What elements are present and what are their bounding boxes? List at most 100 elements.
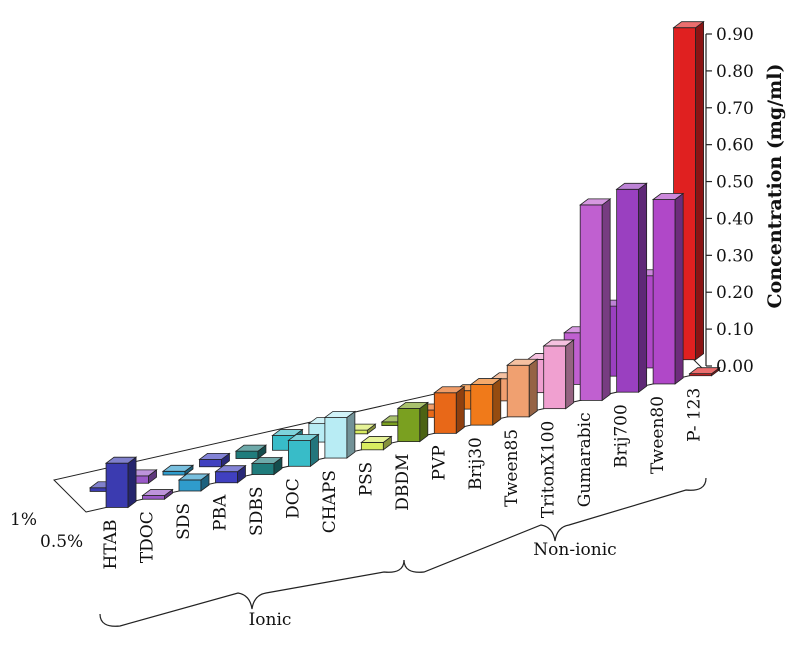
bar-top-face	[234, 444, 268, 452]
bar-front-face	[616, 188, 640, 393]
group-braces: Ionic Non-ionic	[99, 477, 707, 630]
bar-front-face	[433, 392, 457, 434]
category-label: TritonX100	[539, 421, 559, 518]
y-tick-label: 0.70	[716, 99, 754, 119]
bar-top-face	[104, 456, 138, 464]
y-tick-label: 0.80	[716, 62, 754, 82]
bar-side-face	[638, 182, 648, 393]
category-label: SDBS	[247, 487, 267, 536]
bar-CHAPS-0.5%	[323, 410, 357, 459]
bar-top-face	[141, 489, 174, 496]
category-label: P- 123	[685, 388, 705, 442]
group-label-ionic: Ionic	[249, 610, 292, 630]
bar-top-face	[469, 378, 502, 385]
category-label: Brij30	[466, 437, 486, 490]
y-tick-label: 0.90	[716, 25, 754, 45]
bar-front-face	[178, 479, 202, 492]
bar-TritonX100-0.5%	[542, 339, 575, 410]
bar-front-face	[470, 384, 494, 426]
category-label: HTAB	[101, 519, 121, 569]
category-label: TDOC	[138, 511, 158, 563]
y-axis: 0.00 0.10 0.20 0.30 0.40 0.50 0.60 0.70 0.80 0.90	[705, 25, 754, 377]
y-tick-label: 0.30	[716, 246, 754, 266]
bar-top-face	[396, 401, 430, 409]
bar-front-face	[288, 440, 311, 467]
bar-top-face	[323, 411, 357, 418]
category-label: Brij700	[612, 404, 632, 468]
bar-Tween85-0.5%	[506, 358, 539, 418]
bar-DBDM-0.5%	[396, 401, 430, 443]
bar-PVP-0.5%	[433, 385, 466, 435]
y-tick-label: 0.40	[716, 209, 754, 229]
bar-top-face	[433, 386, 466, 394]
y-tick-label: 0.10	[716, 320, 754, 340]
bar-front-face	[251, 463, 275, 475]
bar-side-face	[127, 456, 137, 509]
bar-front-face	[142, 495, 165, 500]
bar-top-face	[161, 464, 195, 472]
bar-top-face	[177, 473, 211, 481]
bar-Gumarabic-0.5%	[578, 198, 612, 402]
bar-top-face	[651, 193, 685, 200]
bar-front-face	[162, 470, 186, 476]
category-label: SDS	[174, 503, 194, 540]
category-label: Gumarabic	[575, 412, 595, 507]
bar-front-face	[397, 407, 421, 442]
brace-non-ionic	[403, 477, 707, 573]
depth-label-0.5pct: 0.5%	[40, 532, 83, 552]
bar-top-face	[198, 452, 231, 460]
bar-top-face	[506, 358, 539, 366]
bar-SDBS-0.5%	[250, 456, 284, 476]
bar-top-face	[250, 457, 284, 464]
bar-side-face	[695, 20, 704, 361]
bar-top-face	[287, 434, 320, 441]
bar-top-face	[214, 465, 247, 473]
bar-front-face	[652, 199, 676, 385]
bar-side-face	[601, 198, 611, 402]
bar-top-face	[360, 436, 393, 443]
group-label-non-ionic: Non-ionic	[533, 540, 616, 560]
bar-side-face	[419, 401, 429, 443]
bar-front-face	[506, 364, 530, 418]
bar-side-face	[565, 339, 575, 410]
brace-ionic	[99, 559, 405, 627]
bar-side-face	[346, 410, 356, 459]
bar-front-face	[579, 204, 603, 401]
bar-front-face	[235, 450, 259, 459]
bar-top-face	[672, 21, 705, 29]
bar-PSS-0.5%	[360, 435, 393, 451]
y-axis-title: Concentration (mg/ml)	[764, 64, 786, 309]
bar-front-face	[360, 442, 384, 451]
category-label: DBDM	[393, 454, 413, 511]
bar-side-face	[528, 358, 538, 418]
bar-side-face	[674, 192, 684, 385]
bar-top-face	[578, 198, 612, 206]
bar-front-face	[215, 471, 238, 484]
category-label: CHAPS	[320, 470, 340, 533]
bar-side-face	[455, 385, 465, 435]
y-tick-label: 0.50	[716, 173, 754, 193]
category-label: PSS	[356, 462, 376, 496]
chart-bars	[88, 20, 721, 509]
bar-SDBS-1%	[234, 444, 268, 460]
bar-top-face	[688, 367, 721, 375]
bar-side-face	[492, 377, 502, 426]
bar-top-face	[615, 182, 648, 190]
bar-front-face	[105, 462, 129, 508]
bar-PBA-1%	[198, 452, 231, 468]
category-label: Tween85	[502, 429, 522, 507]
bar-HTAB-0.5%	[104, 456, 138, 509]
bar-PBA-0.5%	[214, 464, 247, 484]
y-tick-label: 0.60	[716, 136, 754, 156]
bar-Tween80-0.5%	[651, 192, 685, 385]
bar-front-face	[324, 417, 348, 459]
bar-front-face	[543, 345, 567, 410]
category-labels: HTAB TDOC SDS PBA SDBS DOC CHAPS PSS DBDM PVP Brij…	[10, 388, 705, 570]
depth-label-1pct: 1%	[10, 510, 37, 530]
bar-P- 123-0.5%	[688, 366, 721, 377]
y-tick-label: 0.00	[716, 357, 754, 377]
y-tick-label: 0.20	[716, 283, 754, 303]
bar-SDS-0.5%	[177, 473, 211, 492]
bar-DOC-0.5%	[287, 433, 320, 468]
